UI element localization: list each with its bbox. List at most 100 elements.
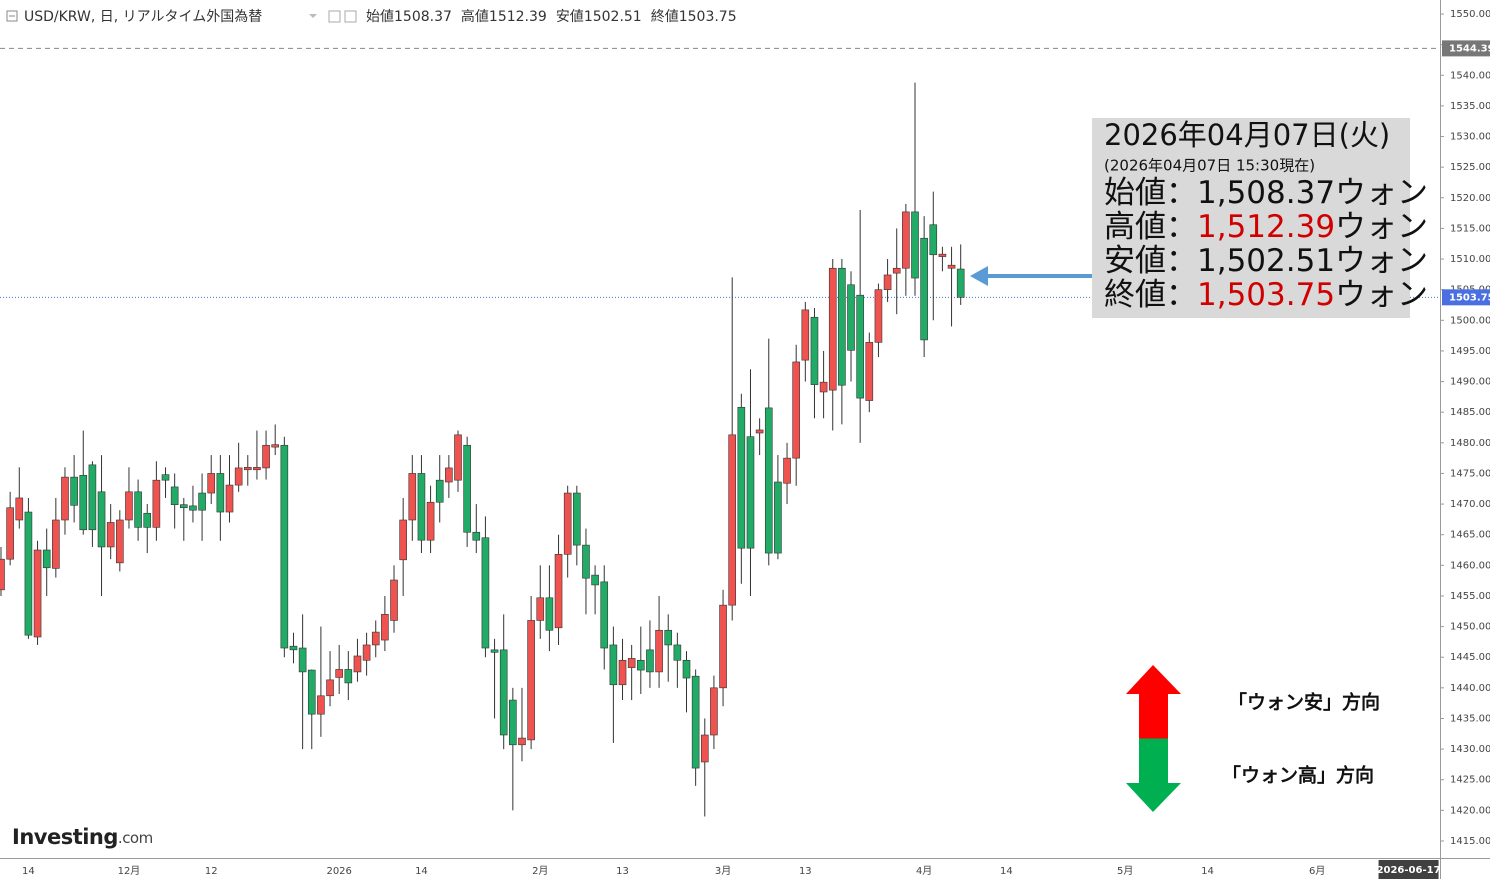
candle-body <box>70 476 78 506</box>
y-tick-label: 1445.00 <box>1450 652 1490 663</box>
x-tick-label: 12 <box>205 866 218 877</box>
candle-body <box>390 579 398 621</box>
candle-body <box>929 224 938 256</box>
info-row: 終値：1,503.75ウォン <box>1104 277 1428 313</box>
candle-body <box>673 644 682 661</box>
y-tick-label: 1515.00 <box>1450 223 1490 234</box>
y-tick-label: 1455.00 <box>1450 591 1490 602</box>
candle-body <box>280 444 289 649</box>
info-label: 高値： <box>1104 209 1197 245</box>
y-tick-label: 1425.00 <box>1450 775 1490 786</box>
candle-body <box>691 675 700 769</box>
candle-body <box>609 644 618 686</box>
y-tick-label: 1495.00 <box>1450 346 1490 357</box>
y-tick-label: 1485.00 <box>1450 407 1490 418</box>
eye-icon <box>328 10 341 23</box>
y-tick-label: 1490.00 <box>1450 377 1490 388</box>
info-unit: ウォン <box>1335 243 1428 279</box>
candle-body <box>225 484 234 513</box>
candle-body <box>874 289 883 343</box>
candle-body <box>764 407 773 554</box>
y-tick-label: 1465.00 <box>1450 530 1490 541</box>
header-ohlc: 始値1508.37 高値1512.39 安値1502.51 終値1503.75 <box>366 8 737 25</box>
candle-body <box>527 620 535 741</box>
candle-body <box>545 597 554 631</box>
candle-body <box>6 507 14 560</box>
candle-body <box>307 669 316 715</box>
candle-body <box>499 649 508 736</box>
candle-body <box>536 597 545 621</box>
info-rows: 始値：1,508.37ウォン高値：1,512.39ウォン安値：1,502.51ウ… <box>1104 175 1428 313</box>
y-tick-label: 1415.00 <box>1450 836 1490 847</box>
x-cursor-box <box>1378 860 1439 879</box>
candle-body <box>408 473 417 521</box>
candle-body <box>161 474 170 481</box>
candle-body <box>618 659 627 686</box>
info-row: 始値：1,508.37ウォン <box>1104 175 1428 211</box>
candle-body <box>198 492 206 511</box>
plot-area <box>0 47 1440 817</box>
candle-body <box>97 491 106 548</box>
annotation-strong: 「ウォン高」方向 <box>1222 764 1374 787</box>
x-tick-label: 14 <box>22 866 35 877</box>
y-tick-label: 1420.00 <box>1450 805 1490 816</box>
x-tick-label: 3月 <box>715 865 731 877</box>
candle-body <box>920 237 928 341</box>
candle-body <box>947 264 956 269</box>
candle-body <box>865 342 874 401</box>
candle-body <box>24 511 33 636</box>
candle-body <box>0 558 5 591</box>
candle-body <box>463 444 471 533</box>
high-line-label-bg <box>1442 40 1490 57</box>
pointer-arrow-head <box>970 266 988 286</box>
candle-body <box>956 268 965 298</box>
candle-body <box>234 467 243 486</box>
candle-body <box>116 519 124 564</box>
candle-body <box>573 492 581 546</box>
info-label: 始値： <box>1104 175 1197 211</box>
x-tick-label: 12月 <box>118 865 141 877</box>
candle-body <box>189 505 197 511</box>
candle-body <box>792 361 800 459</box>
x-tick-label: 2月 <box>532 865 548 877</box>
candle-body <box>481 537 490 649</box>
candle-body <box>700 734 709 763</box>
candle-body <box>819 381 828 393</box>
candle-body <box>371 631 380 646</box>
candle-body <box>509 699 517 746</box>
y-tick-label: 1480.00 <box>1450 438 1490 449</box>
candle-body <box>353 655 362 673</box>
candle-body <box>262 444 270 469</box>
candle-body <box>216 473 225 513</box>
candle-body <box>646 649 654 673</box>
y-tick-label: 1520.00 <box>1450 193 1490 204</box>
candle-body <box>755 429 764 434</box>
candle-body <box>344 669 353 684</box>
y-tick-label: 1550.00 <box>1450 9 1490 20</box>
info-label: 安値： <box>1104 243 1197 279</box>
candle-body <box>911 211 919 279</box>
candle-body <box>600 581 609 649</box>
candle-body <box>326 679 334 697</box>
y-tick-label: 1460.00 <box>1450 560 1490 571</box>
info-label: 終値： <box>1104 277 1197 313</box>
header-value: 1512.39 <box>489 9 547 25</box>
info-date: 2026年04月07日(火) <box>1104 118 1390 152</box>
candle-body <box>636 659 645 671</box>
candle-body <box>838 267 846 386</box>
y-tick-label: 1510.00 <box>1450 254 1490 265</box>
candle-body <box>472 531 481 541</box>
overlay: USD/KRW, 日, リアルタイム外国為替 始値1508.37 高値1512.3… <box>0 3 1428 849</box>
candle-body <box>207 473 216 494</box>
y-tick-label: 1435.00 <box>1450 713 1490 724</box>
candle-body <box>892 267 901 274</box>
candle-body <box>902 211 910 269</box>
candle-body <box>271 444 280 448</box>
logo-brand: Investing <box>12 825 118 849</box>
info-row: 高値：1,512.39ウォン <box>1104 209 1428 245</box>
y-tick-label: 1525.00 <box>1450 162 1490 173</box>
header-value: 1502.51 <box>584 9 642 25</box>
candle-body <box>856 294 864 399</box>
info-row: 安値：1,502.51ウォン <box>1104 243 1428 279</box>
